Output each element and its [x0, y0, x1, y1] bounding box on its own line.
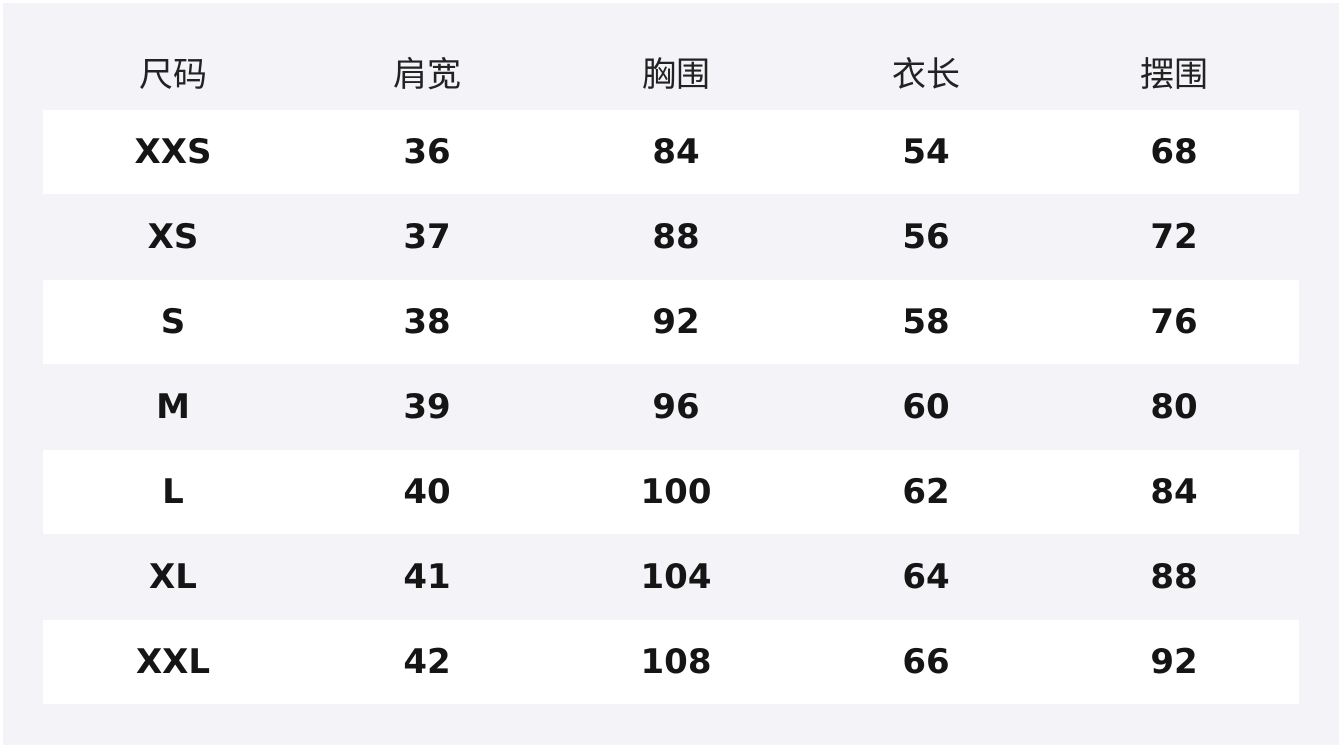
- cell-size: S: [160, 302, 186, 342]
- cell-chest: 100: [640, 472, 712, 512]
- table-row: S 38 92 58 76: [43, 280, 1299, 364]
- table-row: M 39 96 60 80: [43, 365, 1299, 449]
- cell-chest: 96: [652, 387, 700, 427]
- header-chest: 胸围: [642, 54, 710, 95]
- cell-length: 64: [902, 557, 950, 597]
- size-chart-table: 尺码 肩宽 胸围 衣长 摆围 XXS 36 84 54 68 XS 37 88 56 72 S 38 9…: [3, 3, 1339, 745]
- table-row: XXS 36 84 54 68: [43, 110, 1299, 194]
- cell-size: M: [156, 387, 190, 427]
- header-hem: 摆围: [1140, 54, 1208, 95]
- cell-hem: 88: [1150, 557, 1198, 597]
- cell-chest: 92: [652, 302, 700, 342]
- cell-shoulder: 38: [403, 302, 451, 342]
- table-row: XL 41 104 64 88: [43, 535, 1299, 619]
- cell-hem: 68: [1150, 132, 1198, 172]
- cell-shoulder: 40: [403, 472, 451, 512]
- header-shoulder: 肩宽: [393, 54, 461, 95]
- cell-length: 66: [902, 642, 950, 682]
- table-row: L 40 100 62 84: [43, 450, 1299, 534]
- cell-shoulder: 41: [403, 557, 451, 597]
- cell-size: XL: [149, 557, 197, 597]
- header-size: 尺码: [139, 54, 207, 95]
- table-row: XXL 42 108 66 92: [43, 620, 1299, 704]
- cell-hem: 92: [1150, 642, 1198, 682]
- cell-chest: 84: [652, 132, 700, 172]
- cell-length: 60: [902, 387, 950, 427]
- table-row: XS 37 88 56 72: [43, 195, 1299, 279]
- cell-size: XXS: [134, 132, 212, 172]
- cell-hem: 76: [1150, 302, 1198, 342]
- cell-size: L: [162, 472, 184, 512]
- cell-shoulder: 37: [403, 217, 451, 257]
- cell-chest: 108: [640, 642, 712, 682]
- header-length: 衣长: [892, 54, 960, 95]
- cell-length: 62: [902, 472, 950, 512]
- cell-chest: 88: [652, 217, 700, 257]
- cell-hem: 84: [1150, 472, 1198, 512]
- cell-length: 54: [902, 132, 950, 172]
- cell-size: XXL: [135, 642, 211, 682]
- cell-shoulder: 39: [403, 387, 451, 427]
- cell-shoulder: 36: [403, 132, 451, 172]
- cell-chest: 104: [640, 557, 712, 597]
- cell-length: 58: [902, 302, 950, 342]
- table-header: 尺码 肩宽 胸围 衣长 摆围: [43, 43, 1299, 99]
- cell-hem: 72: [1150, 217, 1198, 257]
- cell-hem: 80: [1150, 387, 1198, 427]
- cell-size: XS: [147, 217, 199, 257]
- cell-length: 56: [902, 217, 950, 257]
- cell-shoulder: 42: [403, 642, 451, 682]
